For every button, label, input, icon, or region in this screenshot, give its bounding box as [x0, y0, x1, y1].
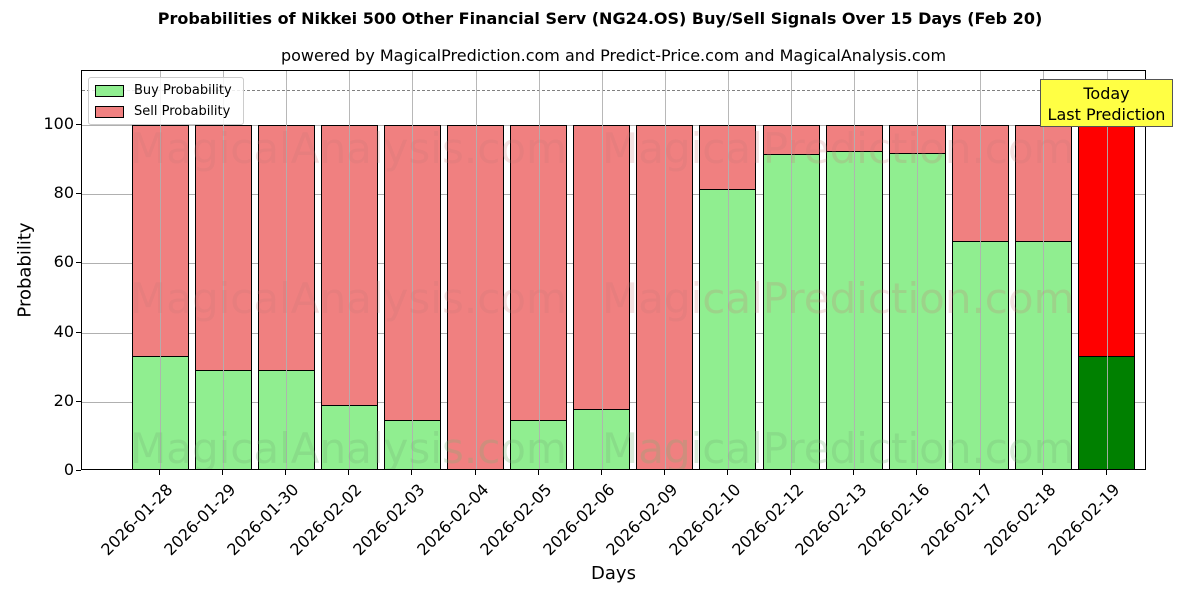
x-tick-mark [979, 470, 981, 475]
legend-sell-label: Sell Probability [134, 104, 231, 119]
y-tick-mark [76, 124, 81, 125]
x-tick-mark [790, 470, 791, 475]
x-tick-mark [285, 470, 287, 475]
today-annotation: Today Last Prediction [1040, 79, 1173, 127]
y-tick-mark [76, 262, 81, 264]
gridline-vertical [1106, 71, 1108, 469]
legend-buy-label: Buy Probability [134, 83, 232, 98]
gridline-vertical [538, 71, 540, 469]
x-tick-mark [663, 470, 665, 475]
gridline-vertical [223, 71, 225, 469]
x-tick-mark [600, 470, 602, 475]
x-tick-mark [474, 470, 476, 475]
gridline-vertical [475, 71, 477, 469]
gridline-vertical [917, 71, 919, 469]
y-tick-mark [76, 400, 81, 402]
x-tick-mark [411, 470, 413, 475]
y-tick-label: 0 [63, 460, 74, 479]
x-tick-mark [853, 470, 855, 475]
gridline-vertical [601, 71, 603, 469]
gridline-vertical [854, 71, 856, 469]
x-tick-mark [916, 470, 918, 475]
y-tick-label: 60 [53, 252, 74, 272]
sell-swatch-icon [95, 105, 124, 118]
y-tick-label: 100 [43, 114, 74, 133]
annotation-line1: Today [1083, 84, 1130, 103]
annotation-line2: Last Prediction [1047, 105, 1166, 124]
y-tick-mark [76, 193, 81, 195]
gridline-vertical [791, 71, 792, 469]
x-tick-mark [726, 470, 728, 475]
y-tick-label: 40 [53, 321, 74, 341]
y-tick-label: 20 [53, 390, 74, 410]
gridline-vertical [349, 71, 351, 469]
gridline-vertical [1043, 71, 1045, 469]
y-tick-mark [76, 470, 81, 471]
y-tick-label: 80 [53, 183, 74, 203]
y-axis-label: Probability [14, 222, 36, 318]
gridline-vertical [664, 71, 666, 469]
legend-item-sell: Sell Probability [95, 104, 230, 119]
x-tick-mark [1105, 470, 1107, 475]
y-tick-mark [76, 331, 81, 333]
buy-swatch-icon [95, 84, 124, 97]
gridline-vertical [412, 71, 414, 469]
legend-item-buy: Buy Probability [95, 83, 232, 98]
gridline-vertical [160, 71, 161, 469]
chart-title: Probabilities of Nikkei 500 Other Financ… [157, 9, 1043, 28]
reference-line [82, 90, 1145, 91]
x-axis-label: Days [591, 563, 636, 584]
x-tick-mark [537, 470, 539, 475]
chart-subtitle: powered by MagicalPrediction.com and Pre… [280, 46, 947, 65]
x-tick-mark [159, 470, 160, 475]
plot-area: MagicalAnalysis.com MagicalPrediction.co… [81, 70, 1146, 470]
x-tick-mark [1042, 470, 1044, 475]
x-tick-mark [348, 470, 350, 475]
gridline-vertical [980, 71, 982, 469]
gridline-vertical [286, 71, 288, 469]
gridline-vertical [727, 71, 729, 469]
x-tick-mark [222, 470, 224, 475]
legend: Buy Probability Sell Probability [88, 77, 244, 125]
